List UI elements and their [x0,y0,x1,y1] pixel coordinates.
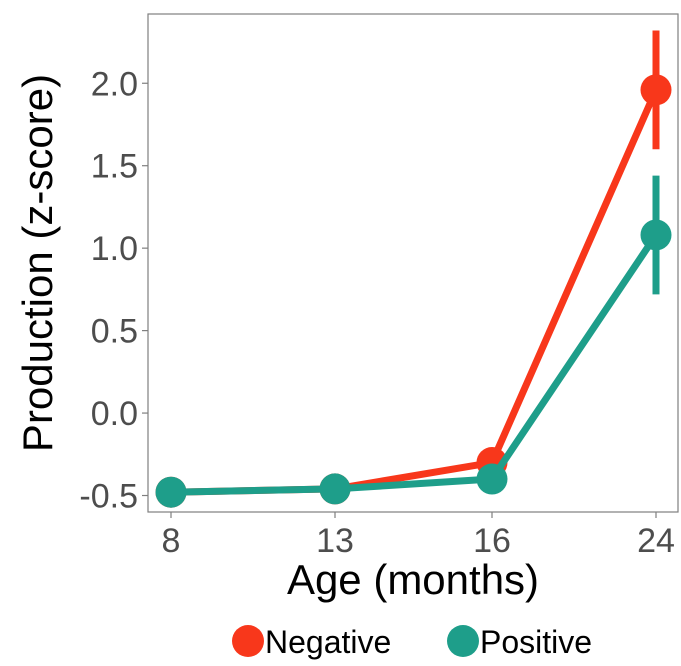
y-tick-label: 2.0 [91,65,138,103]
series-line [170,233,659,496]
data-point [476,463,508,495]
legend-label-positive: Positive [480,624,592,660]
x-axis-title: Age (months) [287,556,539,603]
y-tick-label: 0.0 [91,395,138,433]
x-axis: 8 13 16 24 [162,512,675,560]
legend-key-positive [447,625,479,657]
plot-panel [147,13,679,513]
y-tick-label: 1.5 [91,148,138,186]
legend: Negative Positive [232,624,592,660]
y-tick-label: 0.5 [91,313,138,351]
series-positive [155,175,672,508]
series-layer [155,30,672,508]
x-tick-label: 24 [637,522,675,560]
y-tick-label: 1.0 [91,230,138,268]
data-point [640,219,672,251]
x-tick-label: 8 [162,522,181,560]
y-axis: -0.5 0.0 0.5 1.0 1.5 2.0 [79,65,148,516]
x-tick-label: 16 [473,522,511,560]
x-tick-label: 13 [316,522,354,560]
y-axis-title: Production (z-score) [14,74,61,452]
y-tick-label: -0.5 [79,478,138,516]
data-point [319,473,351,505]
data-point [640,74,672,106]
legend-label-negative: Negative [265,624,391,660]
data-point [155,476,187,508]
legend-key-negative [232,625,264,657]
